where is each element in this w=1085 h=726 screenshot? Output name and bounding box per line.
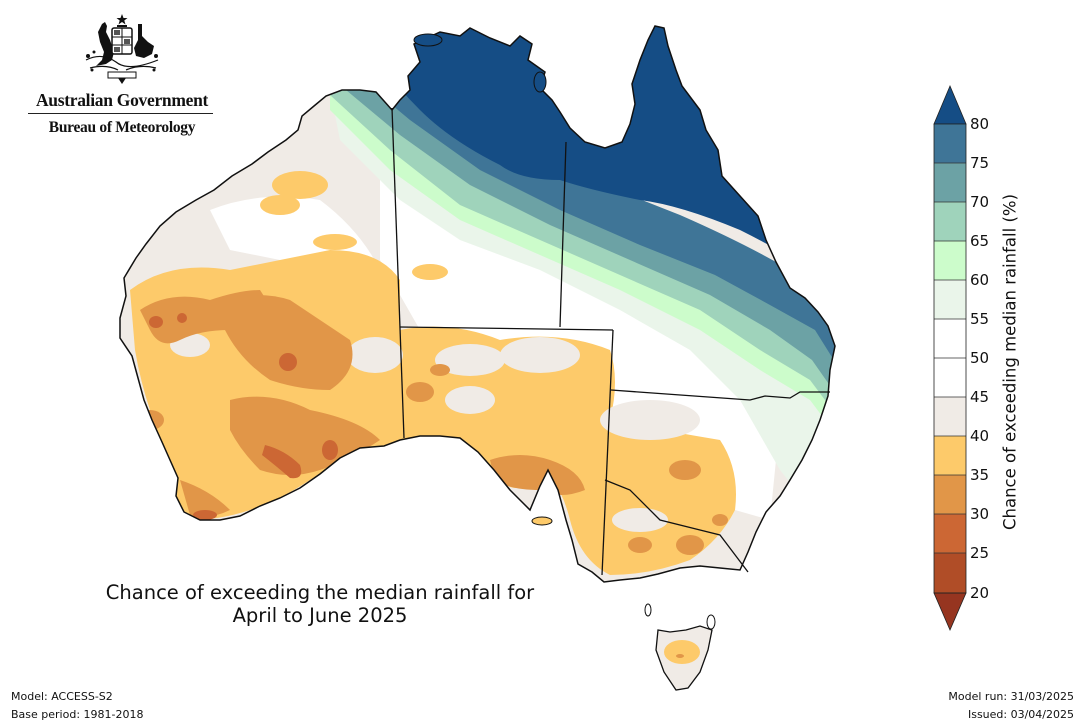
map-title-line2: April to June 2025 bbox=[232, 604, 408, 627]
colorbar-tick: 60 bbox=[970, 271, 990, 289]
australia-rainfall-map bbox=[119, 25, 836, 691]
colorbar-title: Chance of exceeding median rainfall (%) bbox=[1000, 193, 1020, 531]
agency-name: Bureau of Meteorology bbox=[48, 119, 196, 136]
map-title-line1: Chance of exceeding the median rainfall … bbox=[105, 581, 535, 604]
colorbar-tick: 35 bbox=[970, 466, 990, 484]
colorbar-tick: 80 bbox=[970, 115, 990, 133]
state-borders bbox=[391, 107, 830, 576]
map-title: Chance of exceeding the median rainfall … bbox=[60, 581, 580, 627]
model-name: Model: ACCESS-S2 bbox=[11, 690, 113, 703]
colorbar-tick: 40 bbox=[970, 427, 990, 445]
base-period: Base period: 1981-2018 bbox=[11, 708, 144, 721]
issued-date: Issued: 03/04/2025 bbox=[967, 708, 1074, 721]
colorbar-tick: 65 bbox=[970, 232, 990, 250]
coat-of-arms-icon bbox=[85, 14, 159, 84]
footer-left: Model: ACCESS-S2 Base period: 1981-2018 bbox=[11, 688, 143, 724]
colorbar-tick: 30 bbox=[970, 505, 990, 523]
government-name: Australian Government bbox=[35, 90, 209, 110]
colorbar-tick: 70 bbox=[970, 193, 990, 211]
colorbar-tick: 45 bbox=[970, 388, 990, 406]
colorbar-tick: 75 bbox=[970, 154, 990, 172]
model-run-date: Model run: 31/03/2025 bbox=[948, 690, 1074, 703]
footer-right: Model run: 31/03/2025 Issued: 03/04/2025 bbox=[948, 688, 1074, 724]
colorbar-tick: 50 bbox=[970, 349, 990, 367]
bom-logo: Australian Government Bureau of Meteorol… bbox=[22, 8, 222, 138]
logo-divider bbox=[28, 113, 213, 114]
colorbar-tick: 25 bbox=[970, 544, 990, 562]
colorbar-tick: 20 bbox=[970, 584, 990, 602]
colorbar-tick: 55 bbox=[970, 310, 990, 328]
colorbar bbox=[933, 84, 967, 632]
